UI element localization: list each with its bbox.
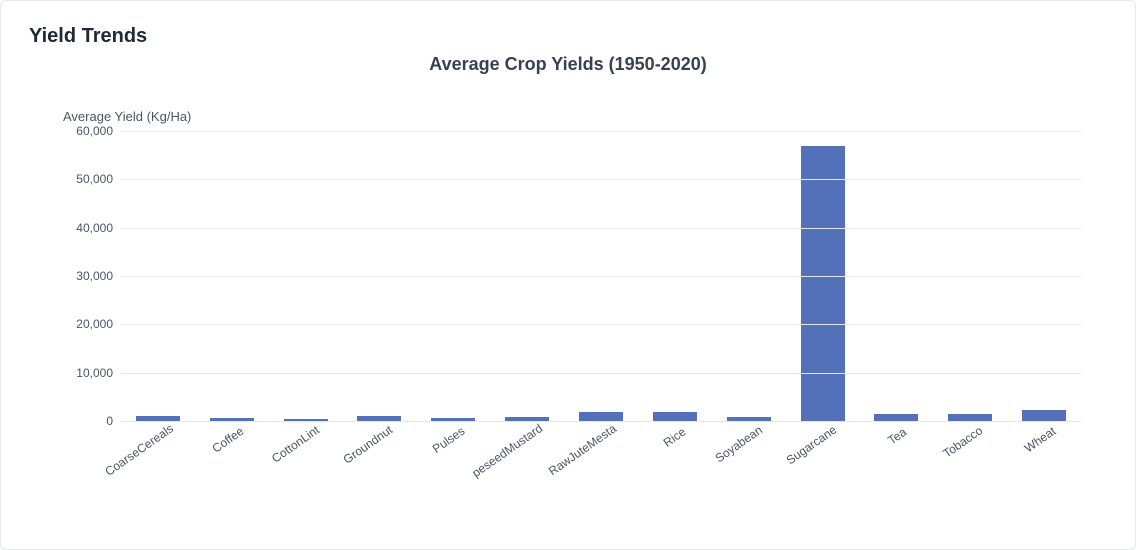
y-axis-title: Average Yield (Kg/Ha) [63,109,191,124]
x-tick-label: Wheat [1022,424,1058,455]
gridline [121,179,1081,180]
gridline [121,324,1081,325]
chart-title: Average Crop Yields (1950-2020) [29,54,1107,75]
x-tick-label: Soyabean [712,423,764,465]
gridline [121,131,1081,132]
gridline [121,421,1081,422]
y-tick-label: 10,000 [76,366,113,380]
y-tick-label: 40,000 [76,221,113,235]
x-tick-label: CottonLint [269,423,322,466]
x-tick-label: CoarseCereals [102,421,176,478]
y-tick-label: 50,000 [76,172,113,186]
bar [653,412,697,421]
y-tick-label: 0 [106,414,113,428]
gridline [121,276,1081,277]
x-tick-label: Pulses [430,424,468,456]
plot-area: CoarseCerealsCoffeeCottonLintGroundnutPu… [121,131,1081,421]
y-tick-label: 60,000 [76,124,113,138]
gridline [121,228,1081,229]
bar [948,414,992,421]
x-tick-label: Groundnut [341,423,395,467]
bar [874,414,918,421]
y-tick-label: 30,000 [76,269,113,283]
card-title: Yield Trends [29,25,1107,48]
bar [801,146,845,422]
x-tick-label: peseedMustard [470,421,546,480]
x-tick-label: Tobacco [941,423,986,460]
gridline [121,373,1081,374]
x-tick-label: Coffee [209,424,246,456]
x-tick-label: Sugarcane [783,423,839,468]
x-tick-label: RawJuteMesta [546,421,619,478]
y-tick-label: 20,000 [76,317,113,331]
chart-card: Yield Trends Average Crop Yields (1950-2… [0,0,1136,550]
x-tick-label: Rice [661,425,689,450]
bar [1022,410,1066,421]
x-tick-label: Tea [886,425,910,448]
bar [579,412,623,421]
